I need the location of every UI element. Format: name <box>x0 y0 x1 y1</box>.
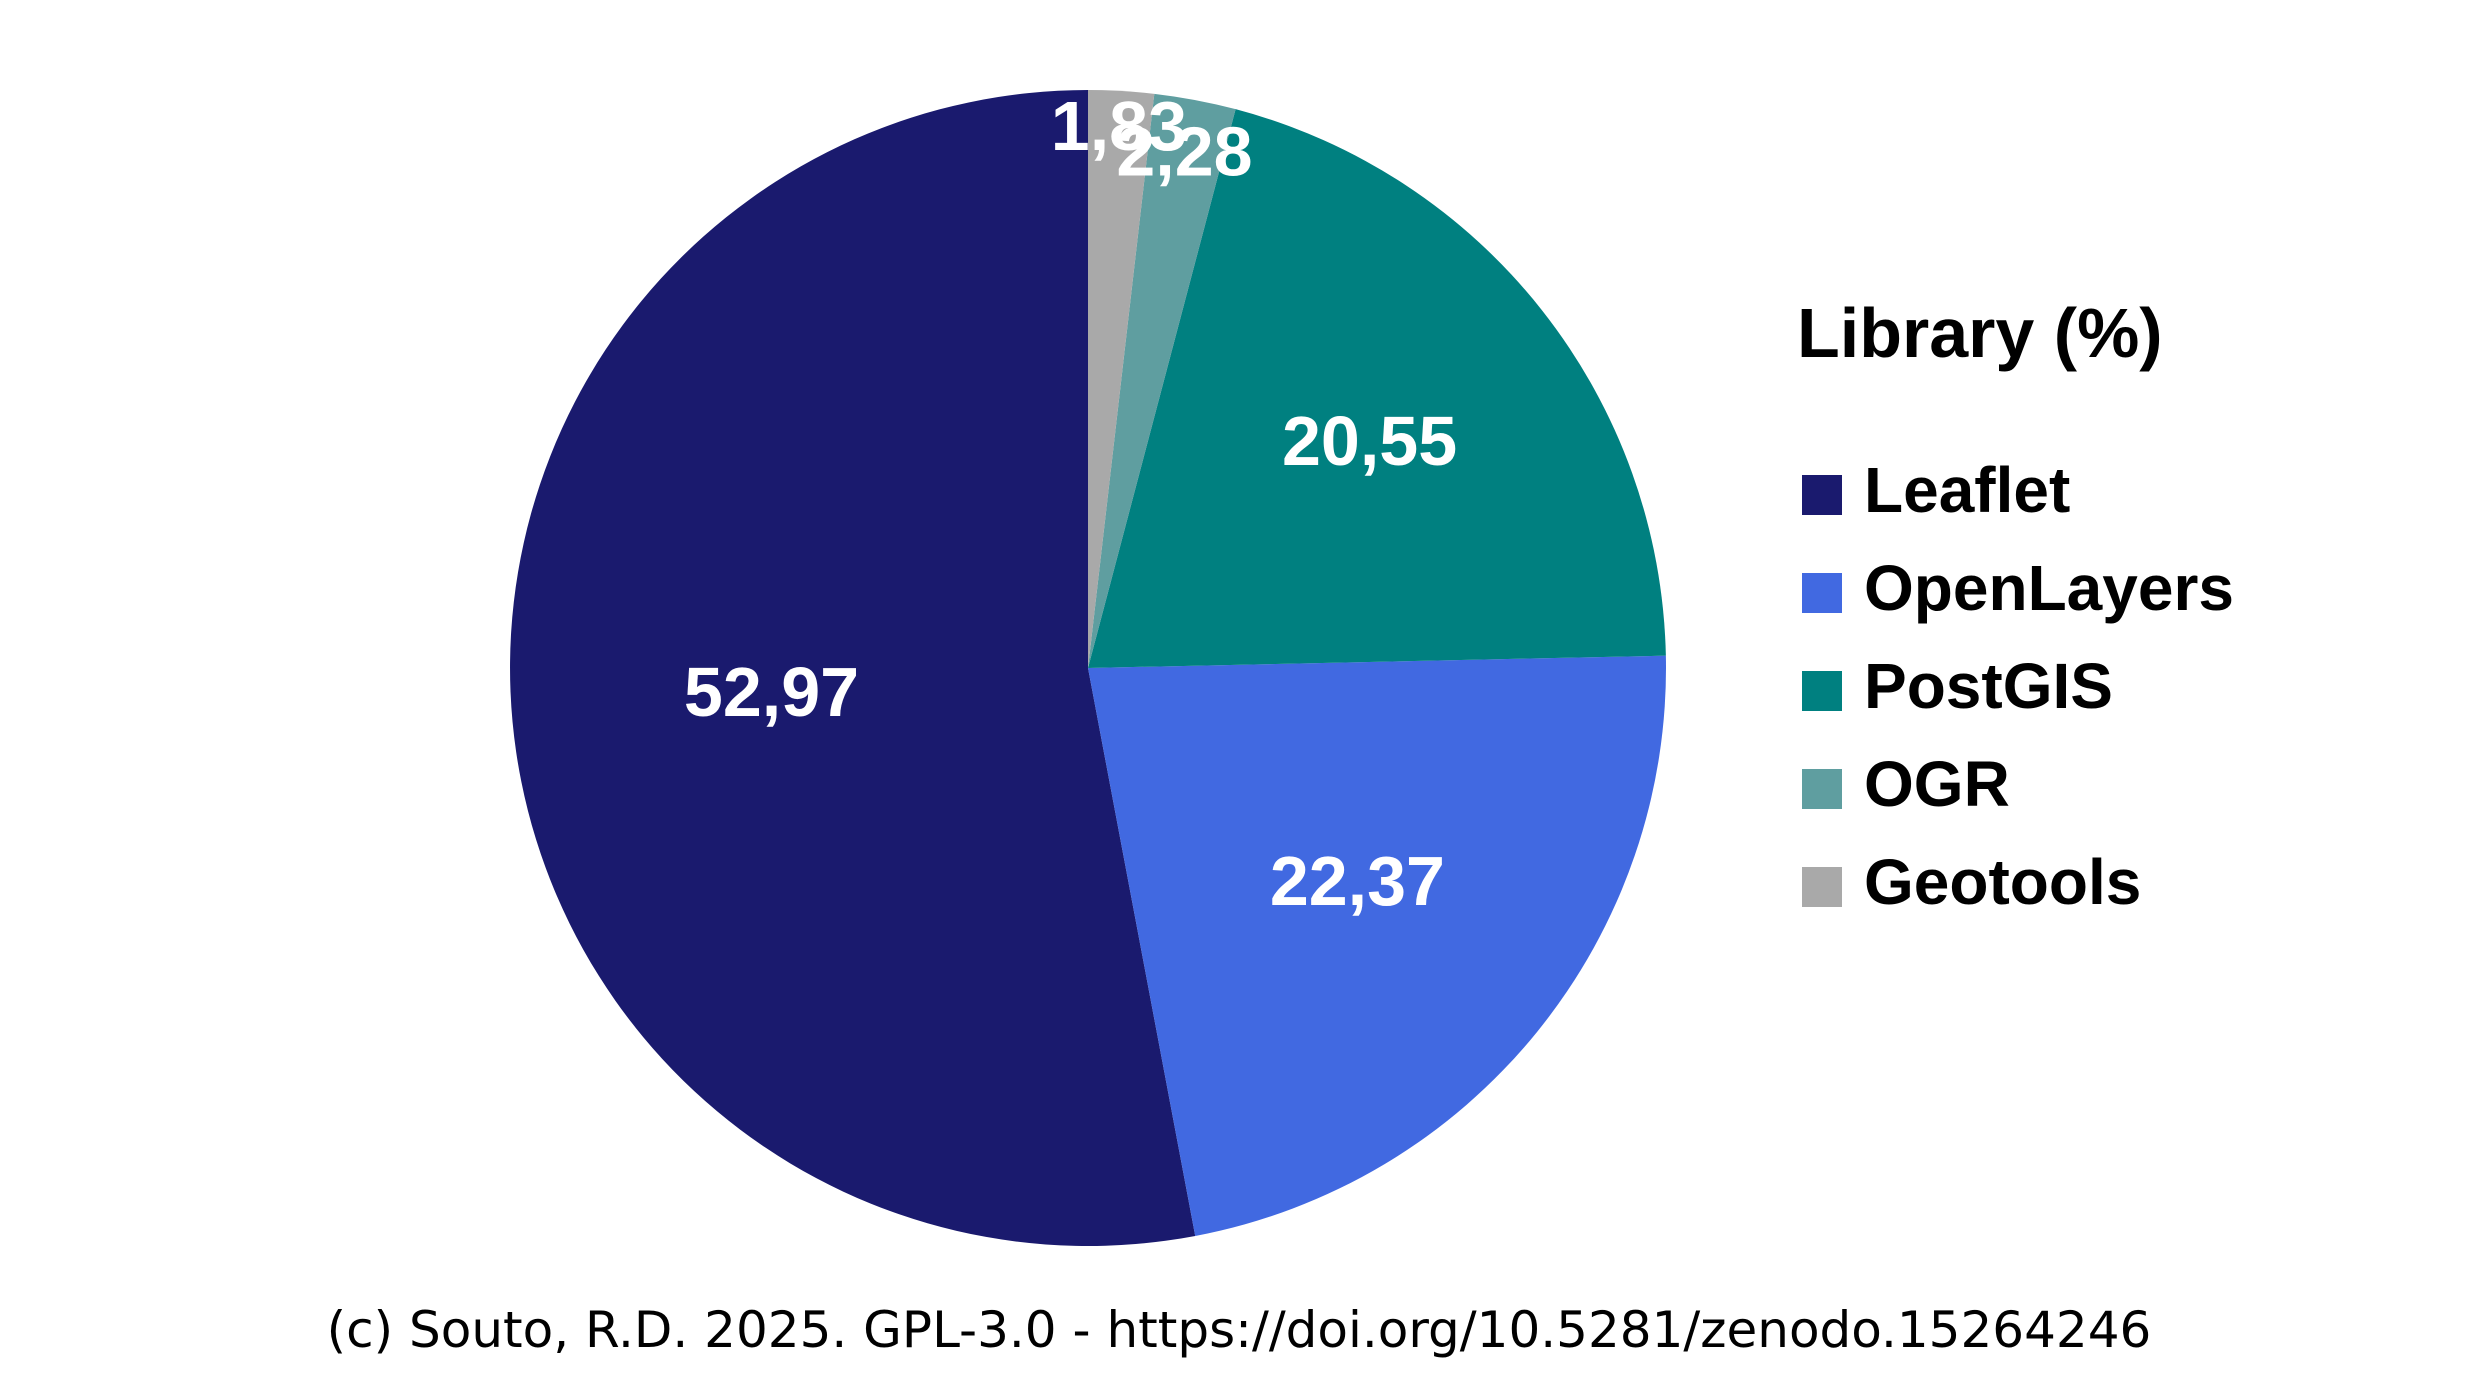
pie-slice-postgis <box>1088 109 1666 669</box>
slice-value-label-openlayers: 22,37 <box>1270 842 1445 920</box>
slice-value-label-leaflet: 52,97 <box>684 653 859 731</box>
pie-slice-ogr <box>1088 93 1236 668</box>
legend-swatch-openlayers <box>1802 573 1842 613</box>
legend-swatch-ogr <box>1802 769 1842 809</box>
legend-swatch-leaflet <box>1802 475 1842 515</box>
legend: Library (%) Leaflet OpenLayers PostGIS OGR G… <box>1797 294 2234 918</box>
pie-slice-leaflet <box>510 90 1196 1246</box>
legend-label-openlayers: OpenLayers <box>1864 552 2234 624</box>
legend-label-ogr: OGR <box>1864 748 2010 820</box>
legend-title: Library (%) <box>1797 294 2163 372</box>
pie-slice-openlayers <box>1088 655 1667 1236</box>
legend-swatch-postgis <box>1802 671 1842 711</box>
legend-swatch-geotools <box>1802 867 1842 907</box>
legend-label-geotools: Geotools <box>1864 846 2141 918</box>
copyright-credit: (c) Souto, R.D. 2025. GPL-3.0 - https://… <box>327 1301 2152 1359</box>
pie-slice-geotools <box>1088 90 1155 668</box>
pie-slices <box>510 90 1667 1246</box>
pie-value-labels: 52,97 22,37 20,55 2,281,83 <box>684 87 1457 920</box>
legend-label-postgis: PostGIS <box>1864 650 2113 722</box>
legend-label-leaflet: Leaflet <box>1864 454 2070 526</box>
slice-value-label-ogr: 2,28 <box>1116 112 1252 190</box>
slice-value-label-geotools: 1,83 <box>1051 87 1187 165</box>
slice-value-label-postgis: 20,55 <box>1282 402 1457 480</box>
legend-items: Leaflet OpenLayers PostGIS OGR Geotools <box>1802 454 2234 918</box>
